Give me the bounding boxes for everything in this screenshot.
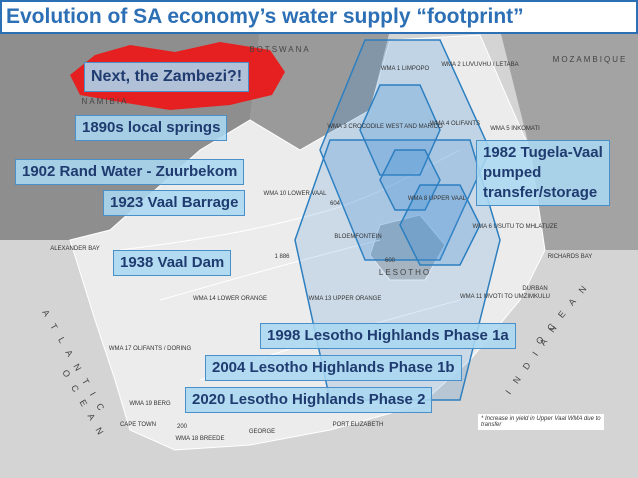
map-label: 600 — [385, 258, 396, 264]
footprints — [294, 39, 501, 401]
botswana — [250, 30, 390, 150]
callout: 2004 Lesotho Highlands Phase 1b — [205, 355, 462, 381]
callout: 1998 Lesotho Highlands Phase 1a — [260, 323, 516, 349]
map-label: WMA 1 LIMPOPO — [381, 66, 430, 72]
callout: 1902 Rand Water - Zuurbekom — [15, 159, 245, 185]
map-label: WMA 11 MVOTI TO UMZIMKULU — [460, 294, 550, 300]
map-label: 604 — [330, 201, 341, 207]
map-label: WMA 6 USUTU TO MHLATUZE — [472, 224, 557, 230]
map-label: 1 886 — [274, 254, 290, 260]
callout: 1923 Vaal Barrage — [103, 190, 246, 216]
map-label: WMA 3 CROCODILE WEST AND MARICO — [327, 124, 443, 130]
map-label: WMA 14 LOWER ORANGE — [193, 296, 267, 302]
map-label: WMA 19 BERG — [129, 401, 171, 407]
slide-title: Evolution of SA economy’s water supply “… — [0, 0, 638, 34]
map-label: WMA 5 INKOMATI — [490, 126, 540, 132]
map-label: WMA 18 BREEDE — [175, 436, 224, 442]
callout-line: transfer/storage — [483, 184, 598, 201]
footprint-hexagon — [379, 149, 441, 211]
callout: 1938 Vaal Dam — [113, 250, 232, 276]
map-label: WMA 4 OLIFANTS — [430, 121, 480, 127]
callout: Next, the Zambezi?! — [84, 62, 250, 92]
lesotho — [369, 214, 446, 281]
map-label: CAPE TOWN — [120, 422, 156, 428]
footprint-hexagon — [399, 184, 481, 266]
map-label: WMA 10 LOWER VAAL — [264, 191, 328, 197]
map-label: BLOEMFONTEIN — [334, 234, 381, 240]
callout: 1890s local springs — [75, 115, 228, 141]
map-label: DURBAN — [522, 286, 547, 292]
map-label: LESOTHO — [379, 268, 431, 277]
callout: 1982 Tugela-Vaal pumped transfer/storage — [476, 140, 610, 206]
callout-line: pumped — [483, 164, 542, 181]
note: * Increase in yield in Upper Vaal WMA du… — [478, 414, 604, 430]
river — [119, 149, 461, 251]
map-label: BOTSWANA — [249, 45, 310, 54]
map-label: PORT ELIZABETH — [333, 422, 384, 428]
map-label: WMA 13 UPPER ORANGE — [309, 296, 382, 302]
map-label: WMA 8 UPPER VAAL — [408, 196, 467, 202]
callout: 2020 Lesotho Highlands Phase 2 — [185, 387, 433, 413]
map-label: MOZAMBIQUE — [553, 55, 628, 64]
callout-line: 1982 Tugela-Vaal — [483, 144, 603, 161]
map-label: WMA 17 OLIFANTS / DORING — [109, 346, 192, 352]
map-label: WMA 2 LUVUVHU / LETABA — [441, 62, 518, 68]
river — [159, 239, 381, 301]
map-label: NAMIBIA — [82, 97, 129, 106]
footprint-hexagon — [359, 84, 441, 176]
map-label: RICHARDS BAY — [548, 254, 593, 260]
map-label: 200 — [177, 424, 188, 430]
map-label: GEORGE — [249, 429, 275, 435]
map-label: ALEXANDER BAY — [50, 246, 100, 252]
